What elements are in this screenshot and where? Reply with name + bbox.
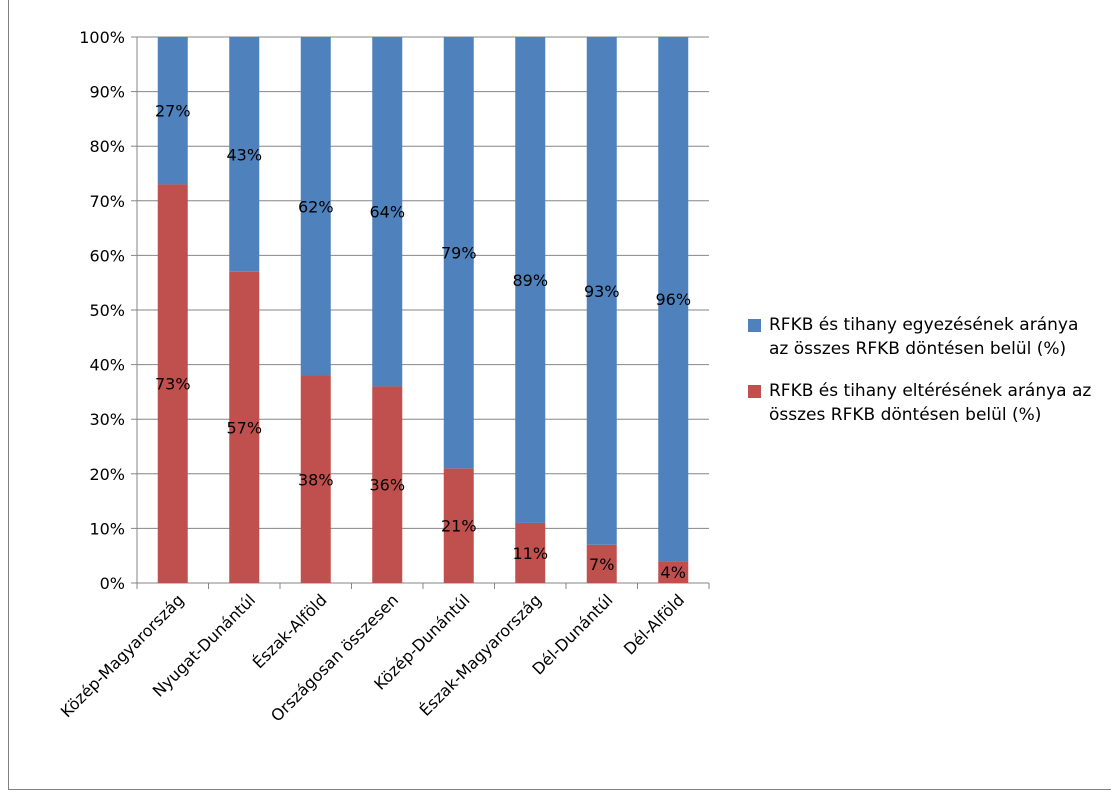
- data-label-elteres: 7%: [589, 555, 614, 574]
- data-label-elteres: 21%: [441, 517, 477, 536]
- x-category-label: Dél-Alföld: [620, 590, 688, 658]
- bar-egyezes: [372, 37, 403, 387]
- data-label-elteres: 4%: [661, 563, 686, 582]
- data-label-elteres: 38%: [298, 470, 334, 489]
- legend-item-elteres: RFKB és tihany eltérésének aránya az öss…: [748, 379, 1108, 427]
- y-tick-label: 60%: [89, 246, 125, 265]
- y-tick-label: 100%: [79, 28, 125, 47]
- y-tick-label: 90%: [89, 83, 125, 102]
- data-label-egyezes: 43%: [226, 145, 262, 164]
- legend-label-egyezes: RFKB és tihany egyezésének aránya az öss…: [769, 315, 1079, 359]
- data-label-egyezes: 79%: [441, 244, 477, 263]
- legend-swatch-elteres: [748, 385, 761, 398]
- data-label-egyezes: 96%: [655, 290, 691, 309]
- y-tick-label: 40%: [89, 356, 125, 375]
- bar-egyezes: [229, 37, 260, 272]
- data-label-egyezes: 62%: [298, 197, 334, 216]
- y-tick-label: 80%: [89, 137, 125, 156]
- bar-elteres: [229, 271, 260, 583]
- legend: RFKB és tihany egyezésének aránya az öss…: [748, 313, 1108, 445]
- bar-elteres: [300, 375, 331, 583]
- bar-elteres: [157, 184, 188, 584]
- y-tick-label: 0%: [100, 574, 125, 593]
- bar-egyezes: [157, 37, 188, 185]
- x-category-label: Országosan összesen: [267, 590, 402, 725]
- data-label-elteres: 36%: [369, 476, 405, 495]
- bar-elteres: [515, 522, 546, 583]
- bar-egyezes: [515, 37, 546, 523]
- legend-item-egyezes: RFKB és tihany egyezésének aránya az öss…: [748, 313, 1108, 361]
- bar-elteres: [586, 544, 617, 583]
- bar-egyezes: [586, 37, 617, 545]
- data-label-elteres: 11%: [512, 544, 548, 563]
- data-label-elteres: 57%: [226, 418, 262, 437]
- data-label-egyezes: 89%: [512, 271, 548, 290]
- y-tick-label: 70%: [89, 192, 125, 211]
- data-label-elteres: 73%: [155, 375, 191, 394]
- y-tick-label: 10%: [89, 519, 125, 538]
- y-tick-label: 20%: [89, 465, 125, 484]
- bar-elteres: [372, 386, 403, 583]
- y-tick-label: 50%: [89, 301, 125, 320]
- legend-swatch-egyezes: [748, 319, 761, 332]
- x-category-label: Közép-Magyarország: [57, 590, 188, 721]
- bar-egyezes: [658, 37, 689, 562]
- data-label-egyezes: 93%: [584, 282, 620, 301]
- bar-elteres: [658, 561, 689, 583]
- data-label-egyezes: 64%: [369, 203, 405, 222]
- bar-egyezes: [300, 37, 331, 376]
- y-tick-label: 30%: [89, 410, 125, 429]
- data-label-egyezes: 27%: [155, 102, 191, 121]
- bar-egyezes: [443, 37, 474, 469]
- bar-elteres: [443, 468, 474, 583]
- chart-frame: [8, 0, 1111, 790]
- legend-label-elteres: RFKB és tihany eltérésének aránya az öss…: [769, 381, 1092, 425]
- x-category-label: Észak-Magyarország: [416, 590, 545, 719]
